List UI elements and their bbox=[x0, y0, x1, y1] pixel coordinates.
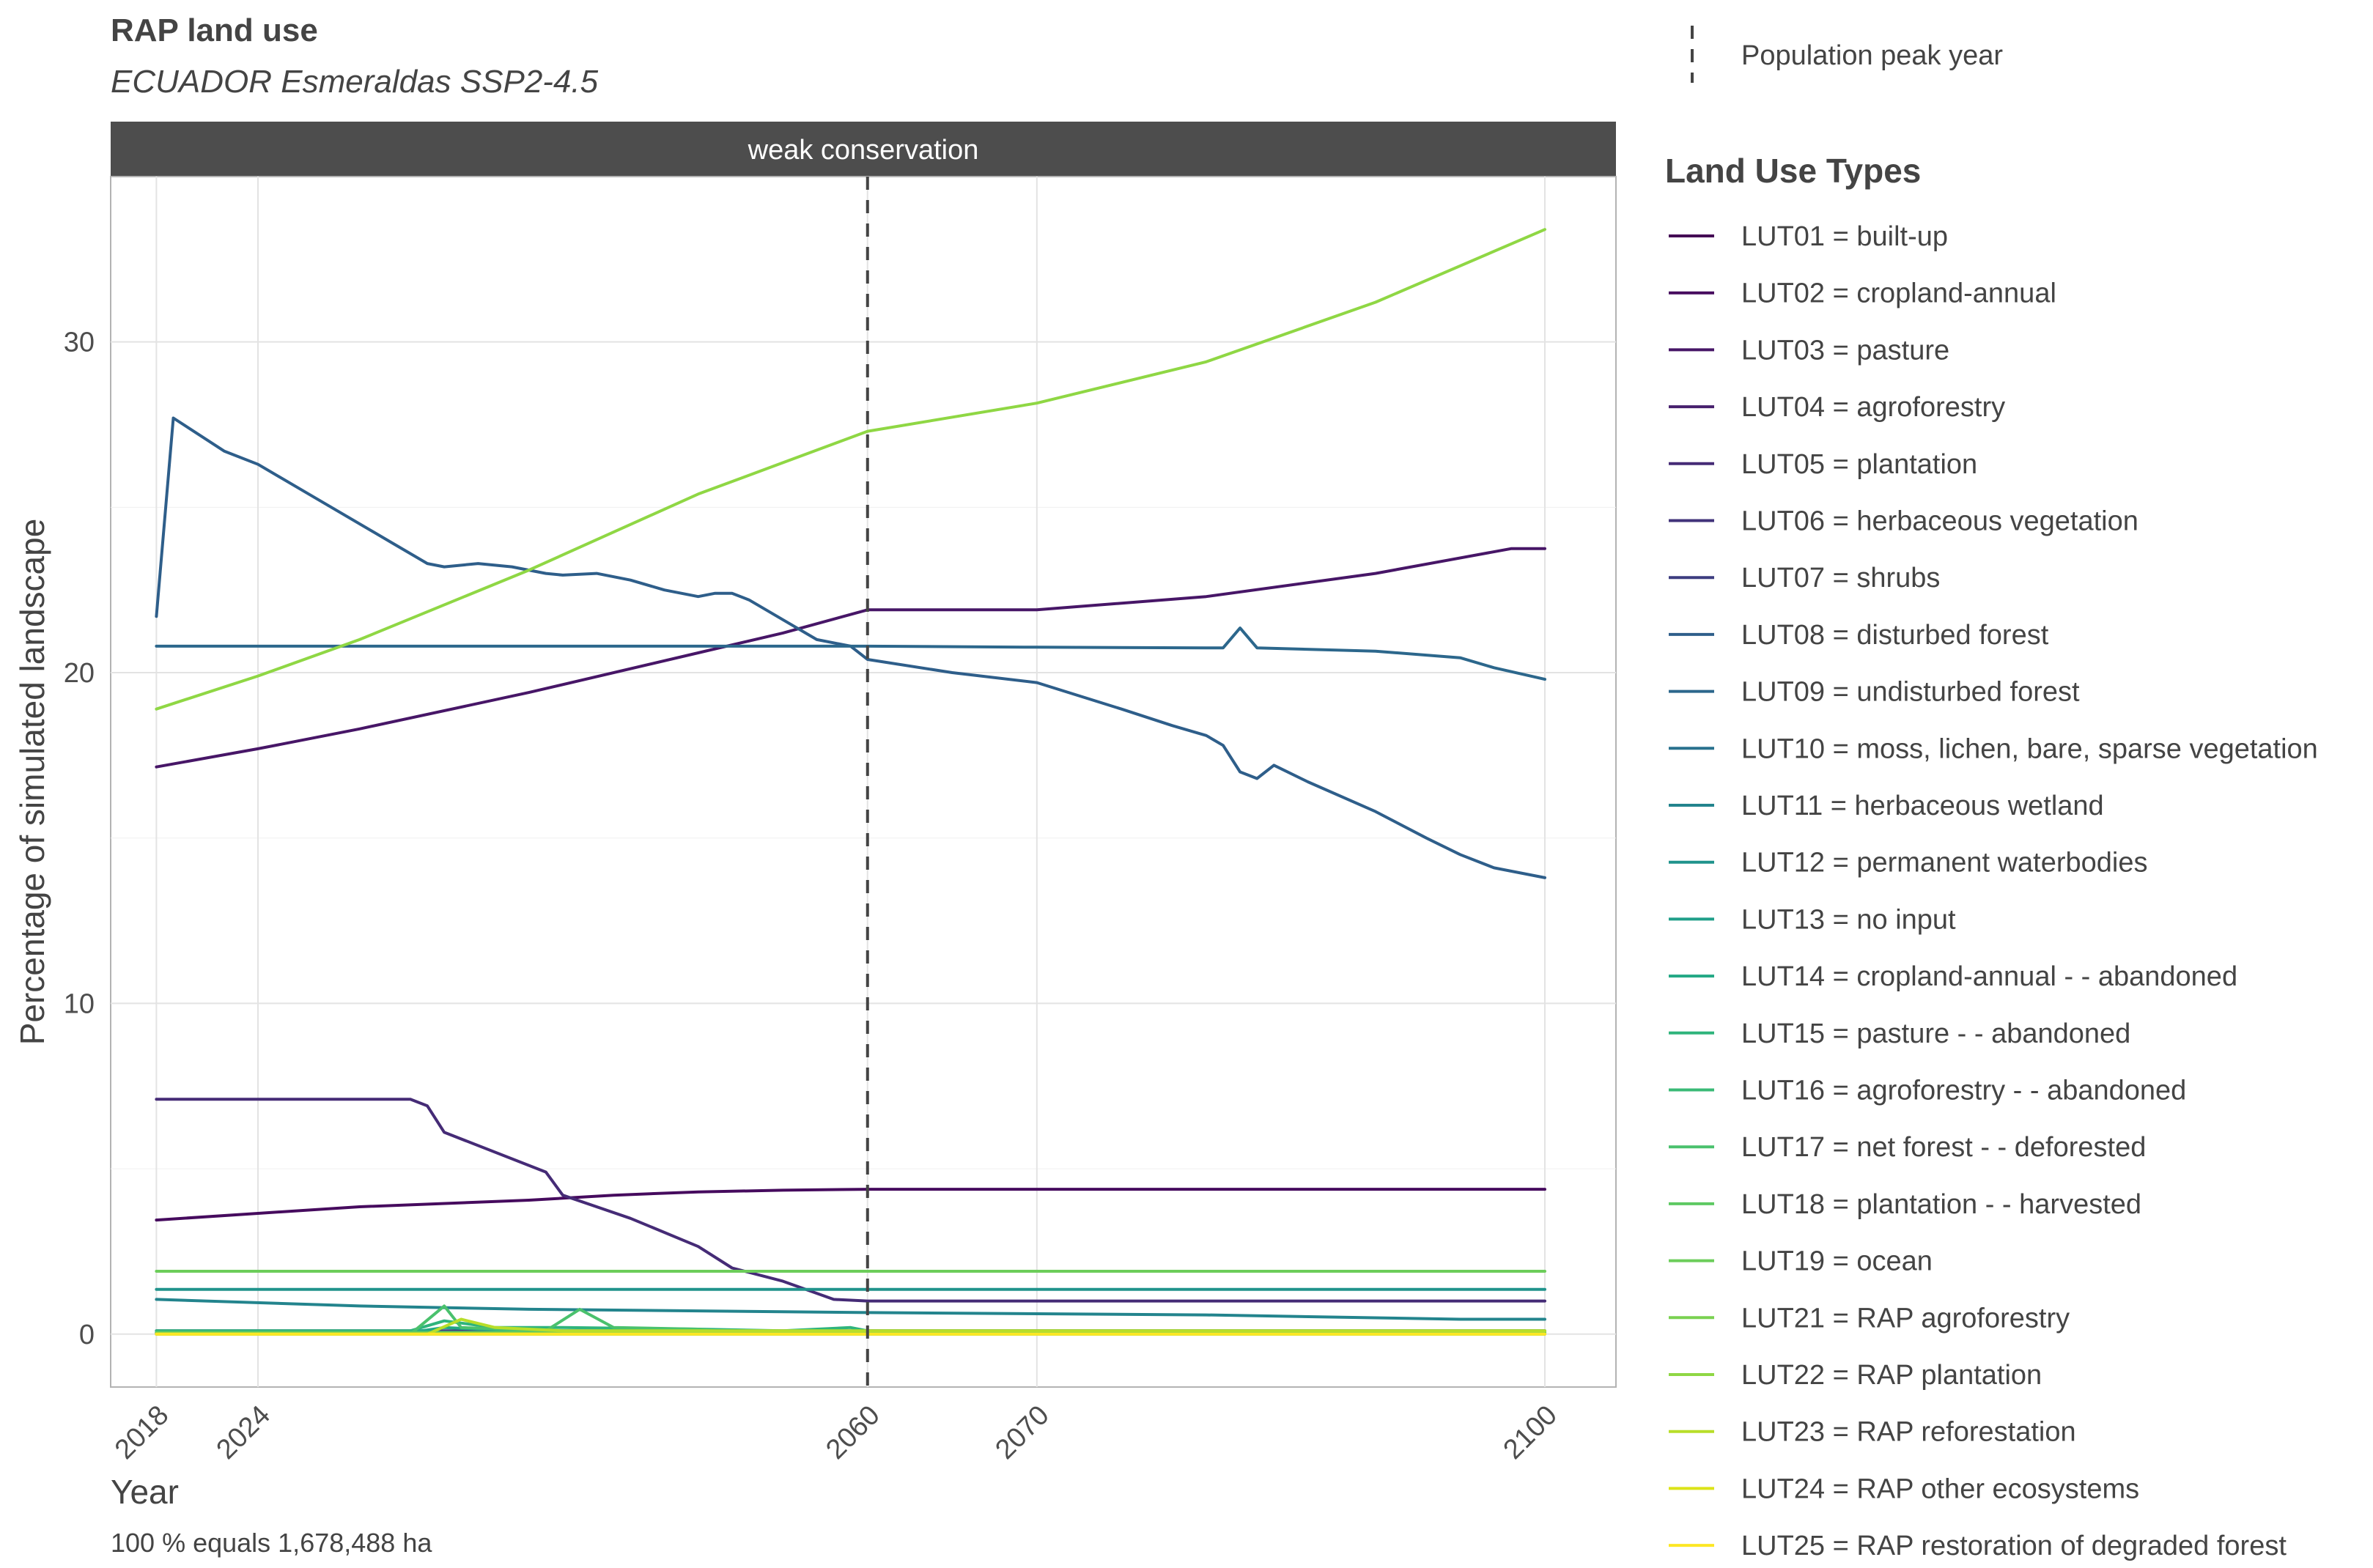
legend-item-label: LUT03 = pasture bbox=[1741, 335, 1949, 366]
y-tick-label: 30 bbox=[64, 328, 95, 358]
legend-item-label: LUT05 = plantation bbox=[1741, 449, 1977, 480]
y-axis: 0 10 20 30 bbox=[64, 328, 95, 1350]
legend-item-label: LUT06 = herbaceous vegetation bbox=[1741, 506, 2138, 537]
series-line-lut02 bbox=[155, 1188, 1546, 1222]
x-tick-label: 2070 bbox=[989, 1399, 1055, 1465]
series-line-lut08 bbox=[155, 416, 1546, 879]
y-tick-label: 0 bbox=[79, 1320, 95, 1350]
land-use-legend: LUT01 = built-up LUT02 = cropland-annual L… bbox=[1669, 221, 2318, 1561]
series-line-lut22 bbox=[155, 228, 1546, 711]
population-peak-legend: Population peak year bbox=[1691, 26, 2003, 83]
x-tick-label: 2060 bbox=[820, 1399, 885, 1465]
legend-item-label: LUT01 = built-up bbox=[1741, 221, 1948, 252]
panel: weak conservation bbox=[110, 122, 1617, 1388]
facet-strip bbox=[111, 122, 1616, 177]
x-tick-label: 2024 bbox=[211, 1399, 276, 1465]
y-tick-label: 20 bbox=[64, 658, 95, 689]
x-axis: 2018 2024 2060 2070 2100 bbox=[109, 1399, 1563, 1465]
legend-item-label: LUT10 = moss, lichen, bare, sparse veget… bbox=[1741, 733, 2318, 764]
x-tick-label: 2100 bbox=[1498, 1399, 1563, 1465]
population-peak-legend-label: Population peak year bbox=[1741, 40, 2003, 71]
grid-lines bbox=[111, 177, 1616, 1387]
facet-strip-label: weak conservation bbox=[748, 135, 979, 166]
legend-item-label: LUT18 = plantation - - harvested bbox=[1741, 1189, 2141, 1220]
footnote-caption: 100 % equals 1,678,488 ha bbox=[111, 1528, 432, 1558]
legend-item-label: LUT11 = herbaceous wetland bbox=[1741, 791, 2104, 821]
legend-item-label: LUT16 = agroforestry - - abandoned bbox=[1741, 1076, 2186, 1106]
legend-item-label: LUT13 = no input bbox=[1741, 904, 1956, 935]
legend-item-label: LUT23 = RAP reforestation bbox=[1741, 1417, 2076, 1448]
chart-title: RAP land use bbox=[111, 12, 318, 48]
legend-item-label: LUT25 = RAP restoration of degraded fore… bbox=[1741, 1531, 2287, 1561]
legend-item-label: LUT14 = cropland-annual - - abandoned bbox=[1741, 961, 2237, 992]
legend-item-label: LUT15 = pasture - - abandoned bbox=[1741, 1018, 2130, 1049]
x-axis-title: Year bbox=[111, 1473, 179, 1511]
legend-item-label: LUT04 = agroforestry bbox=[1741, 392, 2005, 423]
legend-item-label: LUT21 = RAP agroforestry bbox=[1741, 1303, 2070, 1334]
legend-title: Land Use Types bbox=[1665, 152, 1921, 190]
series-line-lut03 bbox=[155, 547, 1546, 769]
x-tick-label: 2018 bbox=[109, 1399, 174, 1465]
legend-item-label: LUT24 = RAP other ecosystems bbox=[1741, 1473, 2139, 1504]
series-line-lut15 bbox=[155, 1319, 1546, 1333]
legend-item-label: LUT07 = shrubs bbox=[1741, 563, 1940, 593]
legend-item-label: LUT08 = disturbed forest bbox=[1741, 620, 2049, 651]
series-line-lut05 bbox=[155, 1098, 1546, 1303]
legend-item-label: LUT12 = permanent waterbodies bbox=[1741, 848, 2148, 879]
legend-item-label: LUT09 = undisturbed forest bbox=[1741, 677, 2080, 708]
legend-item-label: LUT02 = cropland-annual bbox=[1741, 278, 2056, 309]
legend-item-label: LUT19 = ocean bbox=[1741, 1246, 1933, 1277]
chart-subtitle: ECUADOR Esmeraldas SSP2-4.5 bbox=[111, 64, 599, 100]
y-axis-title: Percentage of simulated landscape bbox=[13, 519, 51, 1046]
y-tick-label: 10 bbox=[64, 988, 95, 1019]
legend-item-label: LUT17 = net forest - - deforested bbox=[1741, 1132, 2146, 1163]
plot-panel-border bbox=[110, 176, 1617, 1388]
series-line-lut09 bbox=[155, 626, 1546, 681]
legend-item-label: LUT22 = RAP plantation bbox=[1741, 1360, 2042, 1391]
